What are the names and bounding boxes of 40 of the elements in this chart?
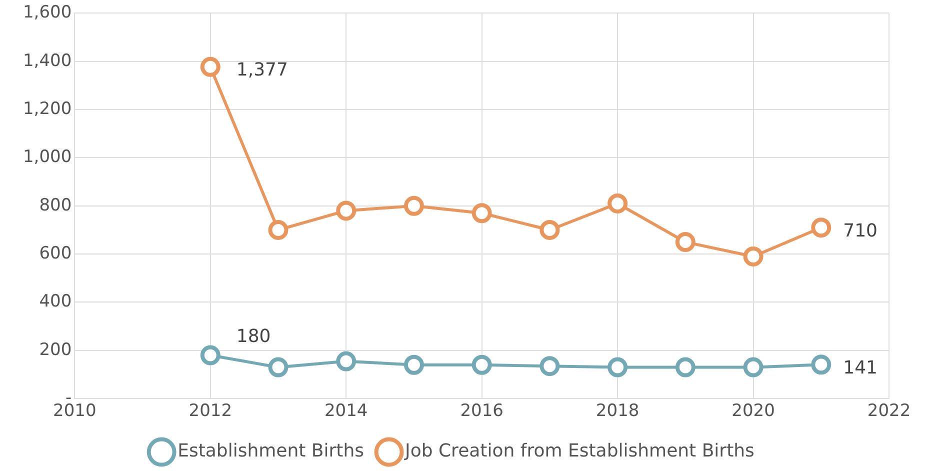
- data-label: 180: [236, 326, 271, 347]
- point: [540, 220, 560, 240]
- y-tick-label: 800: [39, 195, 72, 216]
- point: [336, 200, 356, 221]
- y-tick-label: 200: [39, 340, 72, 360]
- data-label: 1,377: [236, 60, 288, 81]
- point: [675, 357, 696, 378]
- y-tick-label: 600: [39, 243, 72, 264]
- y-tick-label: 1,000: [22, 147, 72, 168]
- x-tick-label: 2012: [188, 401, 232, 422]
- point: [608, 357, 628, 378]
- point: [472, 203, 492, 224]
- y-tick-label: 1,200: [22, 98, 72, 119]
- y-tick-label: 1,400: [22, 50, 72, 71]
- x-tick-label: 2018: [596, 401, 640, 422]
- point: [608, 193, 628, 214]
- data-label: 141: [843, 357, 878, 378]
- x-tick-label: 2016: [460, 401, 504, 422]
- point: [336, 351, 356, 372]
- point: [268, 220, 288, 240]
- x-tick-label: 2020: [732, 401, 775, 422]
- point: [200, 345, 220, 366]
- y-tick-label: 1,600: [22, 2, 72, 23]
- point: [743, 246, 764, 266]
- point: [268, 357, 288, 378]
- point: [811, 354, 832, 375]
- y-tick-label: 400: [39, 292, 72, 312]
- point: [811, 218, 832, 238]
- x-tick-label: 2022: [867, 401, 911, 422]
- legend-label: Job Creation from Establishment Births: [404, 440, 754, 462]
- point: [743, 357, 764, 378]
- x-tick-label: 2014: [324, 401, 368, 422]
- point: [404, 196, 424, 216]
- data-label: 710: [843, 220, 878, 242]
- point: [404, 354, 424, 375]
- point: [540, 356, 560, 376]
- point: [472, 354, 492, 375]
- point: [675, 232, 696, 252]
- legend-label: Establishment Births: [178, 440, 364, 462]
- point: [200, 56, 220, 77]
